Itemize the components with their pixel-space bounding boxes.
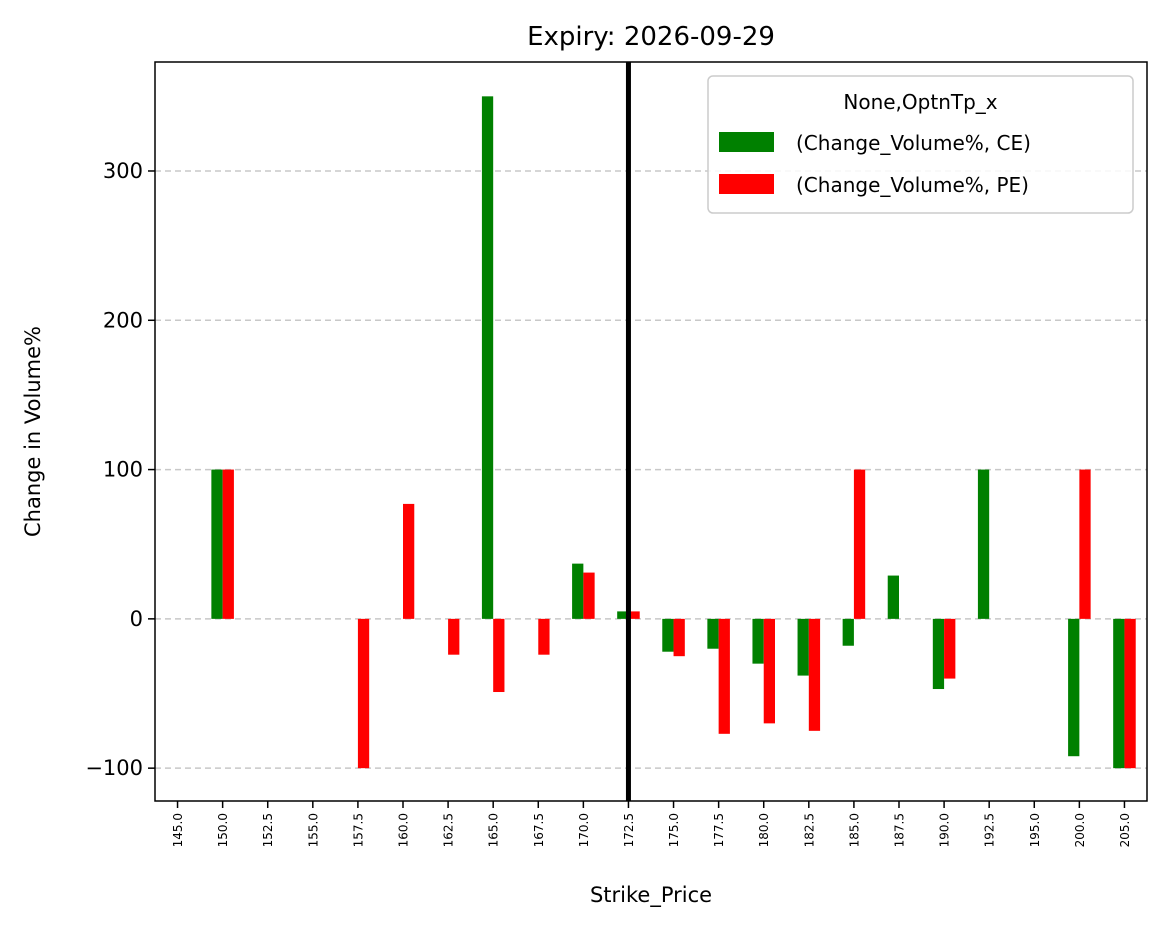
x-tick-label: 145.0 (171, 813, 185, 847)
legend-swatch (719, 174, 774, 194)
bar-ce (617, 611, 629, 619)
x-tick-label: 177.5 (712, 813, 726, 847)
bar-ce (572, 563, 584, 619)
x-tick-label: 190.0 (938, 813, 952, 847)
bar-pe (403, 503, 415, 619)
bar-pe (673, 618, 685, 657)
x-axis: 145.0 150.0 152.5 155.0 157.5 160.0 162.5 165.0… (171, 801, 1132, 847)
bar-ce (707, 618, 719, 649)
x-tick-label: 192.5 (983, 813, 997, 847)
bar-pe (763, 618, 775, 724)
x-tick-label: 162.5 (442, 813, 456, 847)
bar-pe (718, 618, 730, 734)
x-tick-label: 205.0 (1118, 813, 1132, 847)
x-tick-label: 160.0 (397, 813, 411, 847)
bar-pe (222, 469, 234, 619)
x-tick-label: 155.0 (306, 813, 320, 847)
legend-swatch (719, 132, 774, 152)
bar-pe (628, 611, 640, 619)
x-tick-label: 180.0 (757, 813, 771, 847)
bar-ce (842, 618, 854, 646)
x-tick-label: 157.5 (351, 813, 365, 847)
legend-title: None,OptnTp_x (843, 90, 997, 114)
y-tick-label: −100 (85, 756, 143, 780)
bar-pe (944, 618, 956, 679)
x-tick-label: 165.0 (487, 813, 501, 847)
legend-box (707, 75, 1134, 214)
x-tick-label: 195.0 (1028, 813, 1042, 847)
bars (211, 96, 1136, 769)
x-tick-label: 170.0 (577, 813, 591, 847)
legend: None,OptnTp_x (Change_Volume%, CE) (Change… (707, 75, 1134, 214)
y-tick-label: 300 (103, 159, 143, 183)
x-tick-label: 185.0 (847, 813, 861, 847)
legend-entry: (Change_Volume%, PE) (796, 173, 1029, 197)
bar-ce (481, 96, 494, 619)
bar-pe (357, 618, 370, 769)
bar-ce (887, 575, 899, 619)
x-axis-label: Strike_Price (590, 883, 712, 908)
bar-ce (752, 618, 764, 664)
y-tick-label: 100 (103, 458, 143, 482)
bar-ce (211, 469, 223, 619)
bar-pe (448, 618, 460, 655)
plot-frame (154, 61, 1148, 802)
y-axis: −100 0 100 200 300 (85, 159, 155, 780)
x-tick-label: 175.0 (667, 813, 681, 847)
x-tick-label: 200.0 (1073, 813, 1087, 847)
bar-ce (977, 469, 990, 619)
bar-ce (662, 618, 674, 652)
bar-pe (493, 618, 505, 693)
bar-ce (1068, 618, 1080, 757)
x-tick-label: 152.5 (261, 813, 275, 847)
x-tick-label: 182.5 (802, 813, 816, 847)
chart-title: Expiry: 2026-09-29 (527, 22, 775, 52)
bar-pe (1124, 618, 1136, 769)
gridlines (155, 170, 1147, 769)
y-tick-label: 200 (103, 308, 143, 332)
y-axis-label: Change in Volume% (21, 326, 45, 537)
bar-pe (583, 572, 595, 619)
x-tick-label: 150.0 (216, 813, 230, 847)
legend-entry: (Change_Volume%, CE) (796, 131, 1031, 155)
bar-pe (538, 618, 550, 655)
bar-ce (797, 618, 809, 676)
x-tick-label: 167.5 (532, 813, 546, 847)
y-tick-label: 0 (130, 607, 143, 631)
x-tick-label: 172.5 (622, 813, 636, 847)
bar-pe (808, 618, 821, 731)
bar-ce (932, 618, 945, 690)
bar-ce (1113, 618, 1125, 769)
x-tick-label: 187.5 (893, 813, 907, 847)
bar-pe (1079, 469, 1091, 619)
bar-pe (853, 469, 866, 619)
